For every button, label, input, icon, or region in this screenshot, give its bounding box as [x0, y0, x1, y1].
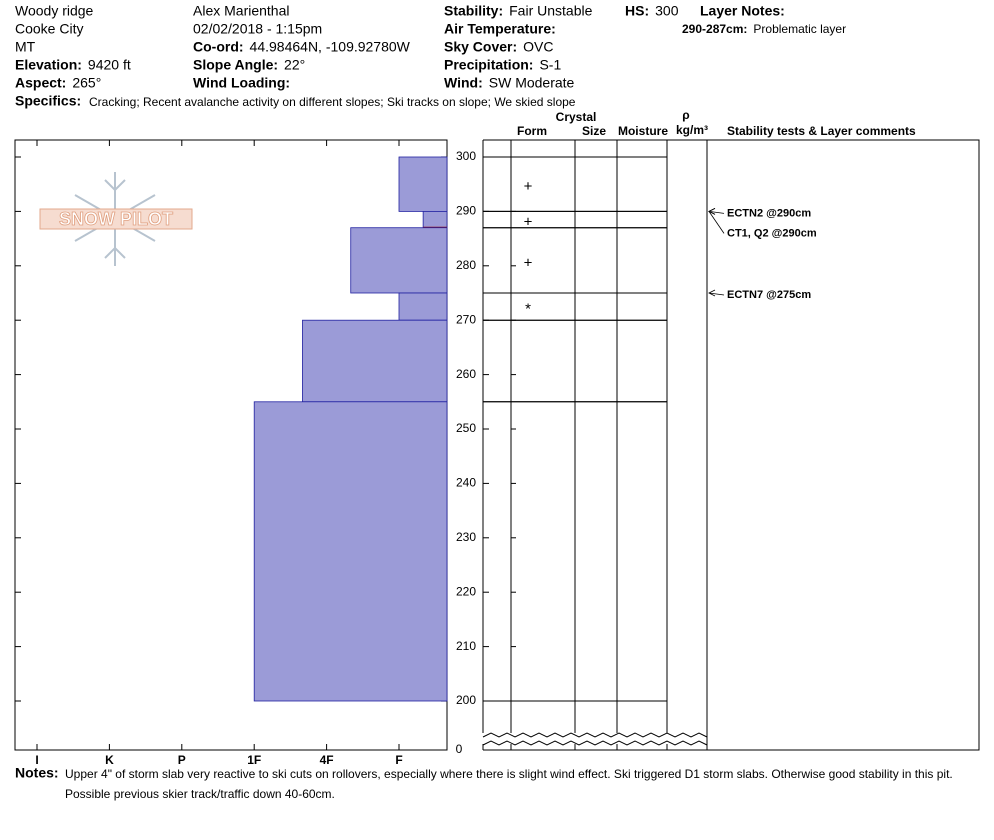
hardness-bar: [350, 227, 448, 294]
field-label: Wind Loading:: [193, 75, 290, 91]
col-head: ρ: [682, 108, 689, 122]
grain-form: +: [524, 178, 533, 195]
field-label: HS:: [625, 3, 649, 19]
test-label: CT1, Q2 @290cm: [727, 227, 817, 239]
field-label: Slope Angle:: [193, 57, 278, 73]
depth-label: 250: [456, 421, 476, 435]
depth-label: 260: [456, 367, 476, 381]
field-value: SW Moderate: [489, 75, 575, 91]
logo-text: SNOW PILOT: [59, 209, 173, 229]
col-head: Size: [582, 124, 606, 138]
axis-break: [482, 740, 708, 746]
col-head: Moisture: [618, 124, 668, 138]
depth-zero: 0: [456, 742, 463, 756]
depth-label: 280: [456, 258, 476, 272]
col-head: Crystal: [556, 110, 597, 124]
field-value: Fair Unstable: [509, 3, 592, 19]
hardness-bar: [302, 319, 448, 403]
test-label: ECTN7 @275cm: [727, 289, 811, 301]
field-label: Precipitation:: [444, 57, 533, 73]
col-head: Stability tests & Layer comments: [727, 124, 916, 138]
hardness-label: I: [35, 753, 38, 767]
field-value: OVC: [523, 39, 553, 55]
depth-label: 200: [456, 693, 476, 707]
specifics-label: Specifics:: [15, 93, 81, 109]
logo-band: [39, 208, 193, 230]
field-label: Stability:: [444, 3, 503, 19]
hardness-bar: [398, 156, 448, 212]
field-value: 22°: [284, 57, 305, 73]
notes-line: Possible previous skier track/traffic do…: [65, 787, 335, 801]
field-label: Wind:: [444, 75, 483, 91]
hardness-bar: [422, 210, 448, 229]
field-value: 265°: [72, 75, 101, 91]
hardness-label: 4F: [320, 753, 334, 767]
field-label: Air Temperature:: [444, 21, 556, 37]
field-value: 44.98464N, -109.92780W: [250, 39, 411, 55]
hardness-label: 1F: [247, 753, 261, 767]
depth-label: 240: [456, 476, 476, 490]
hardness-label: F: [395, 753, 402, 767]
depth-label: 230: [456, 530, 476, 544]
axis-break: [482, 732, 708, 738]
flake: [104, 246, 126, 259]
field-label: Sky Cover:: [444, 39, 517, 55]
grain-form: *: [525, 301, 531, 318]
grain-form: +: [524, 254, 533, 271]
hardness-bar: [398, 292, 448, 321]
field-label: 290-287cm:: [682, 22, 747, 36]
test-arrow: [708, 211, 725, 234]
field-value: S-1: [539, 57, 561, 73]
field-label: Elevation:: [15, 57, 82, 73]
notes-line: Upper 4" of storm slab very reactive to …: [65, 767, 953, 781]
specifics-value: Cracking; Recent avalanche activity on d…: [89, 95, 576, 109]
comments-frame: [706, 139, 980, 751]
arrow-head: [708, 208, 716, 215]
col-head: kg/m³: [676, 123, 708, 137]
grain-form: +: [524, 214, 533, 231]
depth-label: 220: [456, 584, 476, 598]
depth-label: 210: [456, 639, 476, 653]
arrow-head: [708, 289, 716, 297]
hardness-bar: [253, 401, 448, 702]
hardness-label: P: [178, 753, 186, 767]
field-value: Cooke City: [15, 21, 83, 37]
field-value: MT: [15, 39, 36, 55]
hardness-label: K: [105, 753, 114, 767]
field-value: 300: [655, 3, 679, 19]
layer-notes-title: Layer Notes:: [700, 3, 785, 19]
test-label: ECTN2 @290cm: [727, 207, 811, 219]
field-value: 9420 ft: [88, 57, 131, 73]
field-value: Problematic layer: [753, 22, 846, 36]
field-value: Woody ridge: [15, 3, 94, 19]
field-value: Alex Marienthal: [193, 3, 290, 19]
field-value: 02/02/2018 - 1:15pm: [193, 21, 322, 37]
depth-label: 290: [456, 204, 476, 218]
notes-label: Notes:: [15, 765, 59, 781]
field-label: Co-ord:: [193, 39, 244, 55]
depth-label: 300: [456, 149, 476, 163]
test-arrow: [708, 211, 725, 214]
field-label: Aspect:: [15, 75, 66, 91]
test-arrow: [708, 292, 725, 296]
depth-label: 270: [456, 312, 476, 326]
col-head: Form: [517, 124, 547, 138]
flake: [104, 179, 126, 192]
